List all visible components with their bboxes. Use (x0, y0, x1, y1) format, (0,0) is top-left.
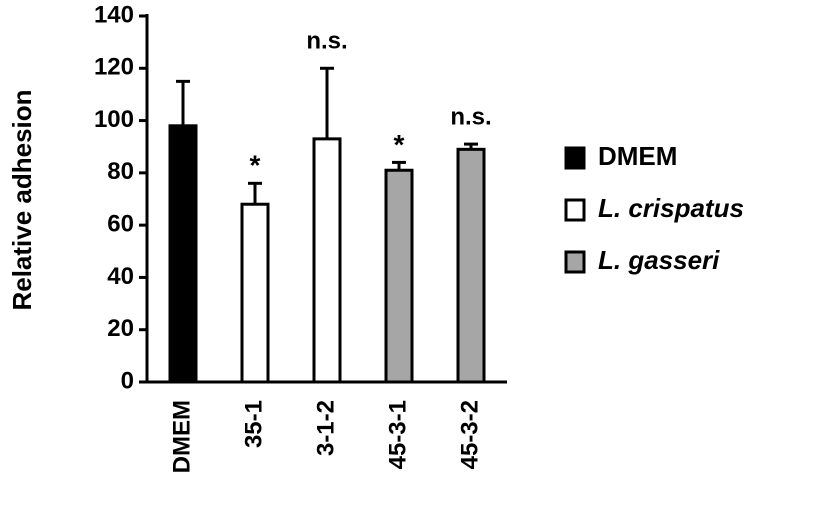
x-tick-label: 35-1 (240, 400, 267, 448)
significance-label: * (394, 129, 405, 160)
legend-swatch (564, 146, 586, 170)
y-tick-label: 140 (94, 1, 134, 28)
legend-label: DMEM (598, 141, 677, 171)
y-tick-label: 20 (107, 315, 134, 342)
x-tick-label: DMEM (168, 400, 195, 473)
y-tick-label: 60 (107, 210, 134, 237)
bar (168, 124, 198, 384)
y-tick-label: 80 (107, 158, 134, 185)
y-tick-label: 120 (94, 54, 134, 81)
legend-label: L. gasseri (598, 245, 720, 275)
y-tick-label: 40 (107, 263, 134, 290)
significance-label: * (250, 150, 261, 181)
legend-label: L. crispatus (598, 193, 744, 223)
legend-swatch (564, 198, 586, 222)
y-axis-label: Relative adhesion (7, 89, 37, 310)
y-tick-label: 100 (94, 106, 134, 133)
bar (456, 147, 486, 384)
legend-swatch (564, 250, 586, 274)
y-tick-label: 0 (121, 367, 134, 394)
significance-label: n.s. (306, 28, 347, 55)
significance-label: n.s. (450, 103, 491, 130)
bar (240, 202, 270, 384)
bar (384, 168, 414, 384)
x-tick-label: 3-1-2 (312, 400, 339, 456)
x-tick-label: 45-3-1 (384, 400, 411, 469)
x-tick-label: 45-3-2 (456, 400, 483, 469)
bar (312, 137, 342, 384)
